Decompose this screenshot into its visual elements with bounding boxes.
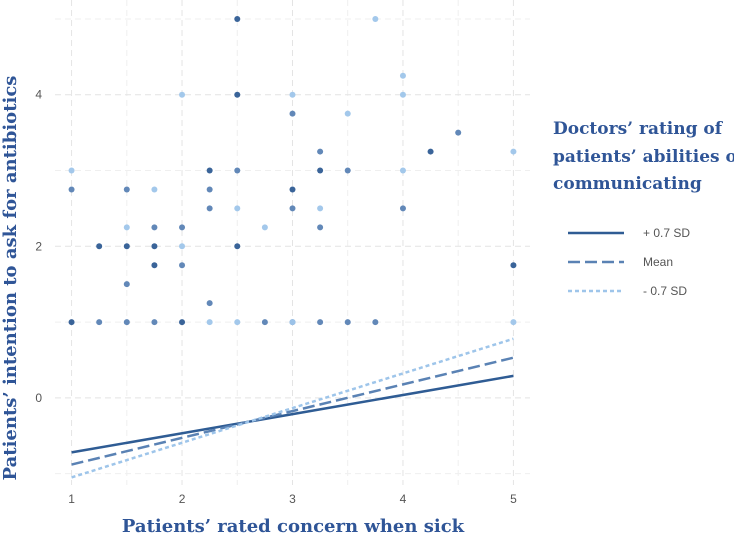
data-point xyxy=(455,129,462,136)
data-point xyxy=(317,167,324,174)
legend-label: Mean xyxy=(643,255,673,269)
data-points xyxy=(68,15,517,326)
x-tick-label: 2 xyxy=(179,492,186,506)
data-point xyxy=(206,186,213,193)
data-point xyxy=(68,167,75,174)
data-point xyxy=(206,319,213,326)
x-tick-label: 3 xyxy=(289,492,296,506)
data-point xyxy=(289,110,296,117)
regression-line xyxy=(71,356,514,466)
data-point xyxy=(123,186,130,193)
legend: Doctors’ rating of patients’ abilities o… xyxy=(553,119,734,298)
x-tick-label: 5 xyxy=(510,492,517,506)
data-point xyxy=(123,243,130,250)
data-point xyxy=(151,224,158,231)
data-point xyxy=(372,319,379,326)
data-point xyxy=(261,224,268,231)
legend-items: + 0.7 SD Mean - 0.7 SD xyxy=(568,226,690,298)
y-tick-label: 0 xyxy=(35,391,42,405)
data-point xyxy=(510,148,517,155)
data-point xyxy=(123,281,130,288)
data-point xyxy=(510,262,517,269)
data-point xyxy=(372,15,379,22)
data-point xyxy=(151,262,158,269)
data-point xyxy=(151,319,158,326)
data-point xyxy=(68,319,75,326)
data-point xyxy=(96,319,103,326)
data-point xyxy=(289,91,296,98)
data-point xyxy=(427,148,434,155)
regression-line xyxy=(71,374,514,454)
data-point xyxy=(234,15,241,22)
data-point xyxy=(234,205,241,212)
gridlines xyxy=(55,0,530,485)
data-point xyxy=(234,167,241,174)
tick-labels: 1 2 3 4 5 0 2 4 xyxy=(35,88,517,506)
legend-label: - 0.7 SD xyxy=(643,284,687,298)
legend-label: + 0.7 SD xyxy=(643,226,690,240)
y-tick-label: 2 xyxy=(35,239,42,253)
data-point xyxy=(317,205,324,212)
data-point xyxy=(123,319,130,326)
data-point xyxy=(179,262,186,269)
data-point xyxy=(344,319,351,326)
legend-title-line-2: patients’ abilities of xyxy=(553,147,734,167)
x-tick-label: 4 xyxy=(400,492,407,506)
data-point xyxy=(289,205,296,212)
data-point xyxy=(261,319,268,326)
data-point xyxy=(206,167,213,174)
data-point xyxy=(123,224,130,231)
data-point xyxy=(510,319,517,326)
data-point xyxy=(151,186,158,193)
data-point xyxy=(317,319,324,326)
data-point xyxy=(234,91,241,98)
data-point xyxy=(206,300,213,307)
data-point xyxy=(317,148,324,155)
data-point xyxy=(399,91,406,98)
data-point xyxy=(234,243,241,250)
data-point xyxy=(289,319,296,326)
legend-title-line-1: Doctors’ rating of xyxy=(553,119,724,139)
data-point xyxy=(289,186,296,193)
legend-title-line-3: communicating xyxy=(553,174,702,194)
y-tick-label: 4 xyxy=(35,88,42,102)
data-point xyxy=(179,224,186,231)
x-axis-title: Patients’ rated concern when sick xyxy=(122,516,465,537)
data-point xyxy=(234,319,241,326)
data-point xyxy=(206,205,213,212)
y-axis-title: Patients’ intention to ask for antibioti… xyxy=(0,76,21,481)
x-tick-label: 1 xyxy=(68,492,75,506)
data-point xyxy=(179,319,186,326)
regression-lines xyxy=(71,337,514,479)
data-point xyxy=(68,186,75,193)
data-point xyxy=(151,243,158,250)
data-point xyxy=(399,72,406,79)
data-point xyxy=(179,243,186,250)
data-point xyxy=(399,205,406,212)
data-point xyxy=(399,167,406,174)
regression-line xyxy=(71,337,514,479)
data-point xyxy=(317,224,324,231)
data-point xyxy=(344,167,351,174)
data-point xyxy=(179,91,186,98)
data-point xyxy=(344,110,351,117)
data-point xyxy=(96,243,103,250)
